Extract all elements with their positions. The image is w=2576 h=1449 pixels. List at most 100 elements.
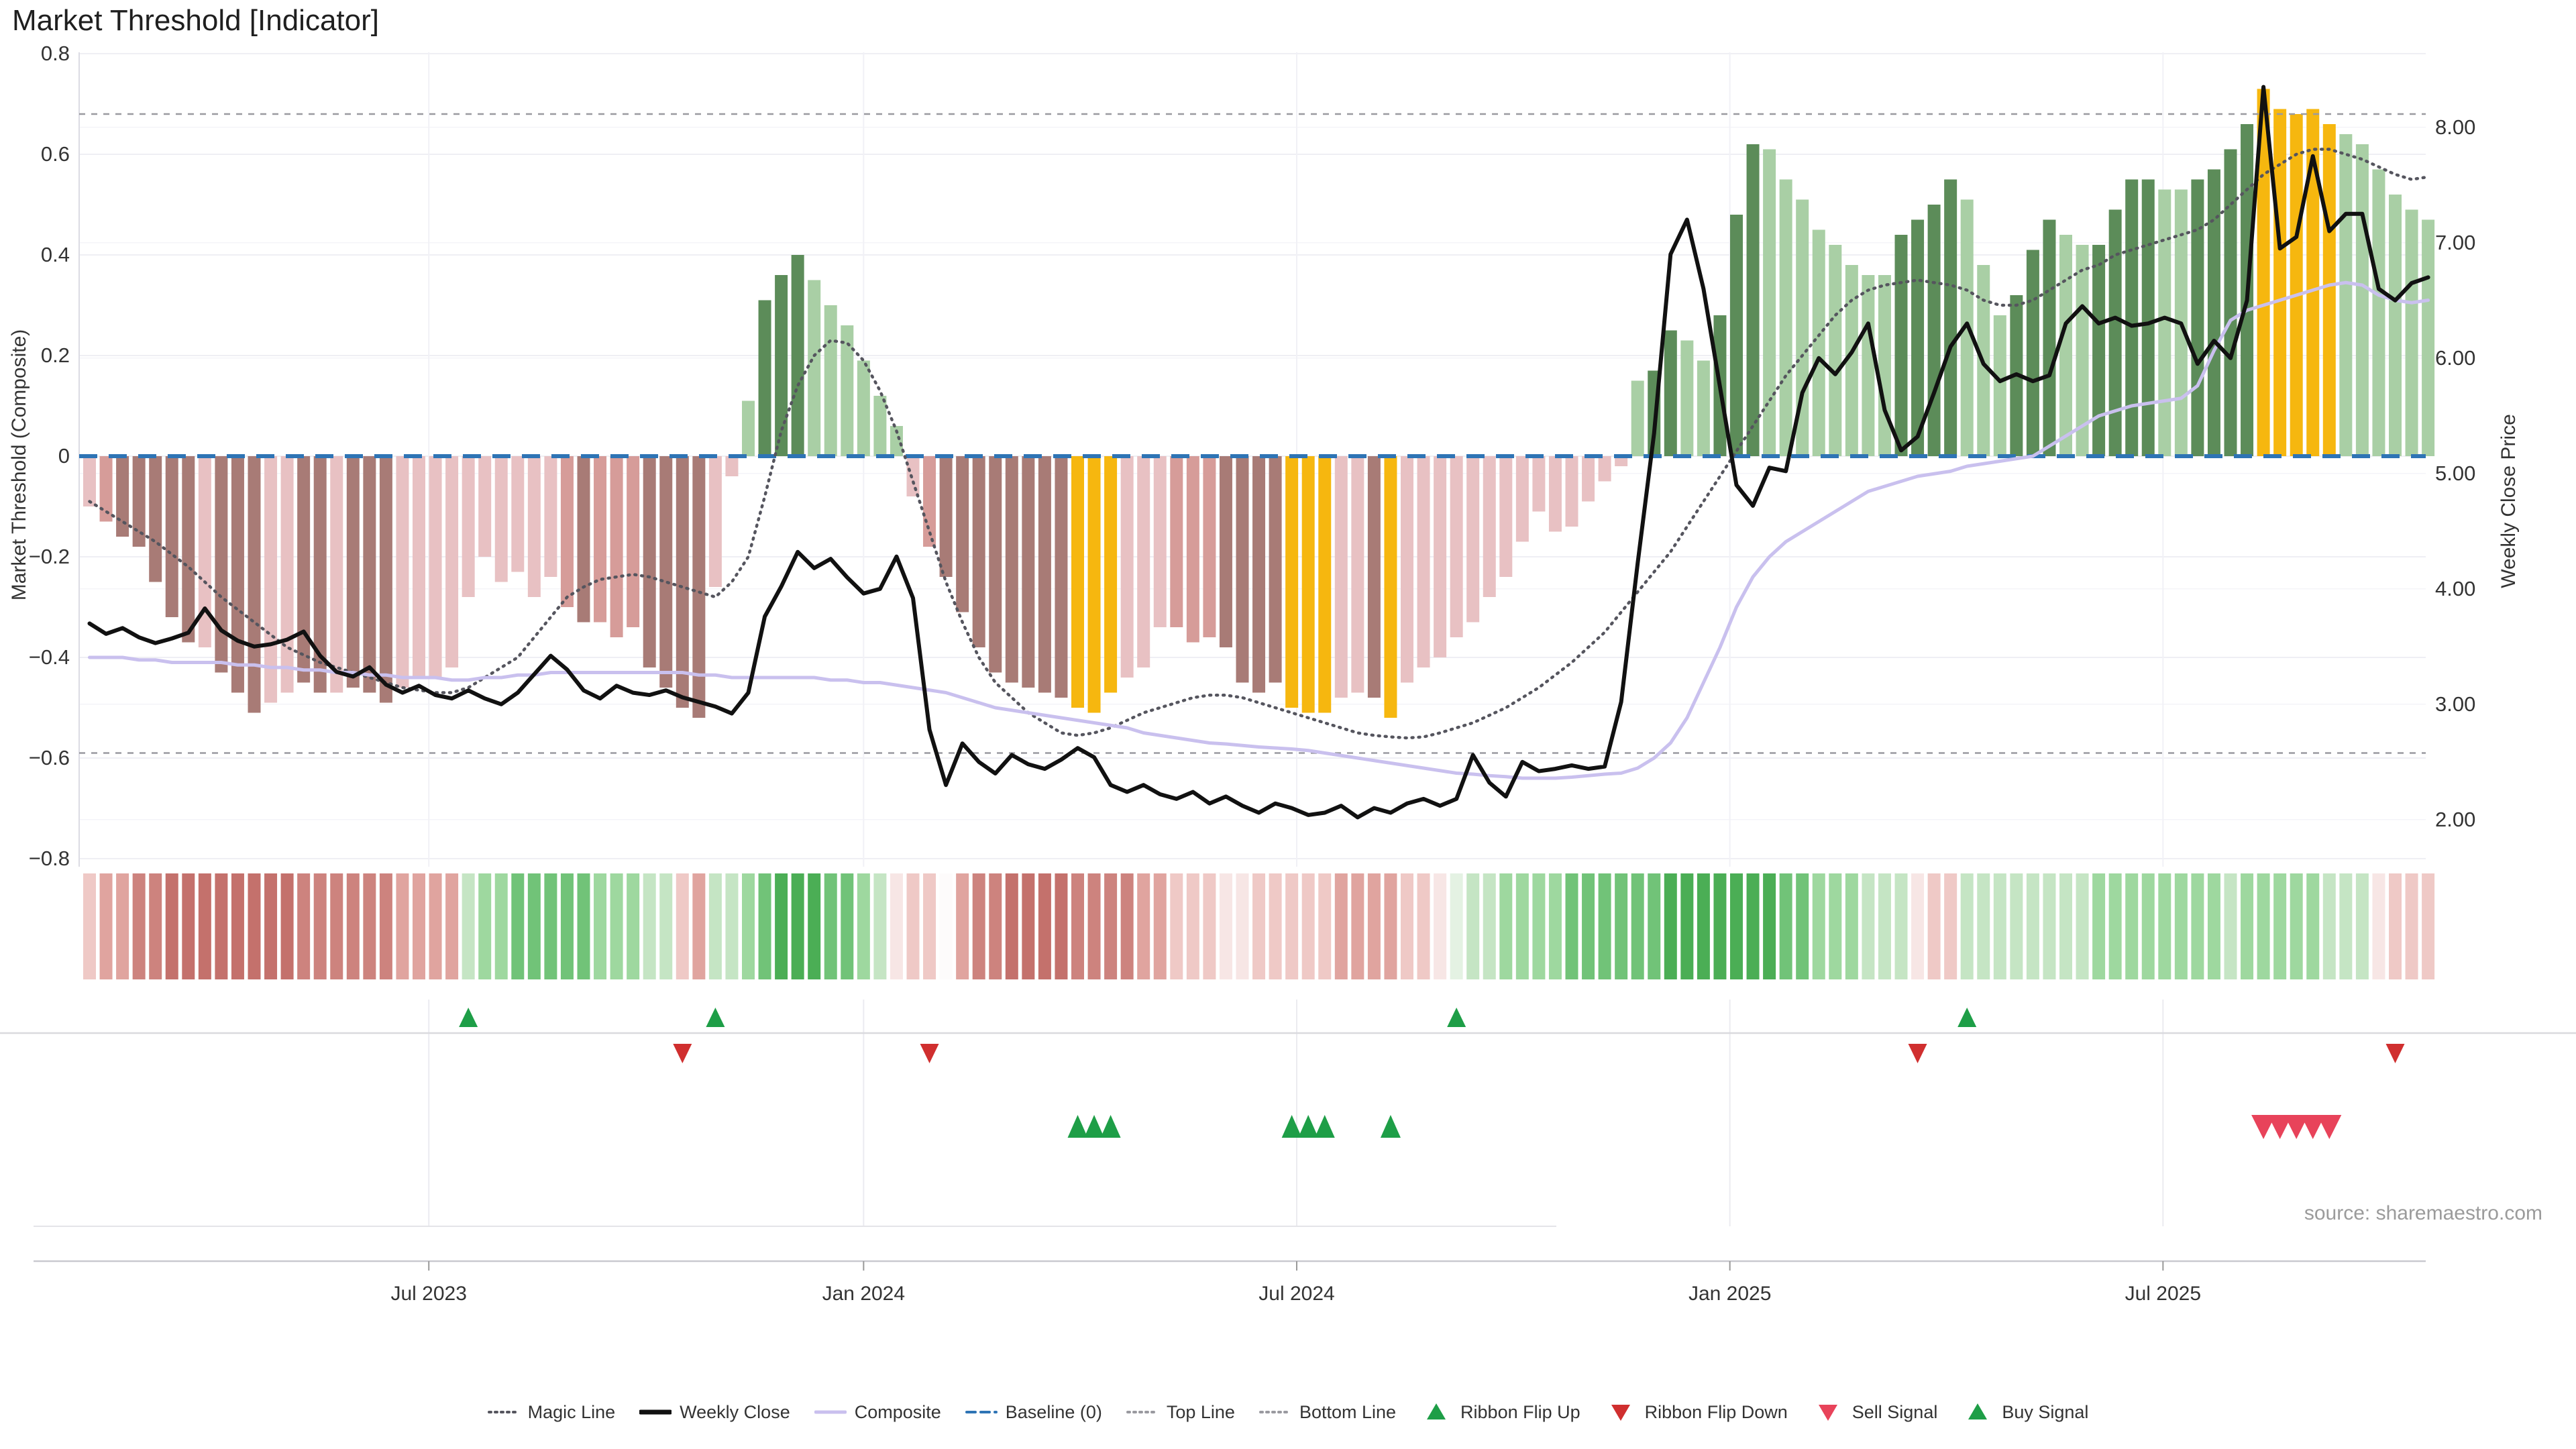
x-tick-label: Jul 2023: [391, 1283, 467, 1305]
ribbon-cell: [676, 873, 689, 979]
threshold-bar: [1203, 456, 1216, 637]
threshold-bar: [494, 456, 508, 582]
ribbon-cell: [1713, 873, 1727, 979]
threshold-bar: [2092, 245, 2106, 456]
ribbon-cell: [610, 873, 623, 979]
left-tick-label: 0.8: [41, 42, 70, 65]
ribbon-cell: [313, 873, 327, 979]
ribbon-cell: [2191, 873, 2204, 979]
ribbon-cell: [2174, 873, 2188, 979]
threshold-bar: [429, 456, 442, 678]
ribbon-cell: [1598, 873, 1611, 979]
chart-legend: Magic Line Weekly Close Composite Baseline …: [0, 1401, 2576, 1424]
legend-marker-triangle-down-icon: [1611, 1405, 1630, 1421]
ribbon-cell: [758, 873, 771, 979]
threshold-bar: [708, 456, 722, 587]
legend-marker-solid-icon: [814, 1410, 847, 1414]
ribbon-cell: [1944, 873, 1957, 979]
x-tick-label: Jul 2024: [1258, 1283, 1334, 1305]
ribbon-cell: [643, 873, 656, 979]
ribbon-cell: [116, 873, 129, 979]
ribbon-cell: [2158, 873, 2171, 979]
threshold-bar: [692, 456, 706, 718]
ribbon-cell: [1499, 873, 1513, 979]
left-tick-label: −0.4: [29, 645, 70, 669]
threshold-bar: [758, 300, 771, 456]
legend-item: Ribbon Flip Down: [1605, 1401, 1788, 1424]
threshold-bar: [1532, 456, 1546, 512]
threshold-bar: [2191, 179, 2204, 456]
page-title: Market Threshold [Indicator]: [12, 4, 379, 37]
ribbon-cell: [527, 873, 541, 979]
ribbon-cell: [544, 873, 557, 979]
threshold-bar: [2141, 179, 2155, 456]
left-tick-label: 0.2: [41, 343, 70, 367]
source-note: source: sharemaestro.com: [2304, 1202, 2542, 1224]
threshold-bar: [1911, 219, 1925, 456]
ribbon-cell: [1384, 873, 1397, 979]
legend-label: Bottom Line: [1299, 1401, 1397, 1422]
weekly-close-line: [87, 85, 2430, 820]
threshold-bar: [198, 456, 211, 647]
threshold-bar: [2043, 219, 2056, 456]
threshold-bar: [1812, 229, 1825, 456]
ribbon-cell: [708, 873, 722, 979]
ribbon-cell: [2273, 873, 2287, 979]
ribbon-cell: [1170, 873, 1183, 979]
ribbon-cell: [841, 873, 854, 979]
ribbon-cell: [478, 873, 492, 979]
ribbon-cell: [1680, 873, 1694, 979]
right-tick-label: 2.00: [2435, 808, 2475, 831]
ribbon-cell: [1071, 873, 1084, 979]
ribbon-cell: [890, 873, 903, 979]
ribbon-cell: [2405, 873, 2418, 979]
ribbon-cell: [939, 873, 953, 979]
ribbon-flip-down-marker: [673, 1044, 692, 1063]
ribbon-cell: [1697, 873, 1710, 979]
threshold-bar: [824, 305, 837, 456]
legend-label: Weekly Close: [680, 1401, 790, 1422]
ribbon-cell: [1746, 873, 1760, 979]
threshold-bar: [313, 456, 327, 693]
threshold-bar: [231, 456, 244, 693]
left-tick-label: −0.8: [29, 847, 70, 870]
right-tick-label: 7.00: [2435, 231, 2475, 254]
right-tick-label: 4.00: [2435, 577, 2475, 600]
x-tick-label: Jul 2025: [2125, 1283, 2201, 1305]
threshold-bar: [1055, 456, 1068, 698]
ribbon-cell: [1763, 873, 1776, 979]
legend-item: Ribbon Flip Up: [1420, 1401, 1580, 1424]
threshold-bar: [1219, 456, 1232, 647]
ribbon-cell: [1203, 873, 1216, 979]
ribbon-cell: [2076, 873, 2089, 979]
threshold-bar: [2389, 195, 2402, 456]
ribbon-cell: [379, 873, 392, 979]
ribbon-cell: [1845, 873, 1858, 979]
threshold-bar: [989, 456, 1002, 673]
threshold-bar: [1137, 456, 1150, 667]
threshold-bar: [1367, 456, 1381, 698]
sell-signal-marker: [2251, 1115, 2276, 1139]
right-tick-label: 5.00: [2435, 462, 2475, 485]
ribbon-cell: [989, 873, 1002, 979]
threshold-bar: [1697, 360, 1710, 456]
threshold-bar: [1483, 456, 1496, 597]
buy-signal-marker: [1067, 1115, 1088, 1138]
threshold-bar: [560, 456, 574, 607]
threshold-bar: [297, 456, 311, 683]
ribbon-cell: [1334, 873, 1348, 979]
legend-item: Composite: [814, 1401, 941, 1424]
threshold-bar: [1022, 456, 1035, 688]
threshold-bar: [1582, 456, 1595, 502]
ribbon-cell: [1087, 873, 1101, 979]
threshold-bar: [1845, 265, 1858, 456]
ribbon-cell: [1615, 873, 1628, 979]
threshold-bar: [939, 456, 953, 577]
threshold-bar: [1318, 456, 1332, 713]
ribbon-cell: [1417, 873, 1430, 979]
threshold-bar: [2076, 245, 2089, 456]
ribbon-flip-down-marker: [1908, 1044, 1927, 1063]
threshold-bar: [396, 456, 409, 688]
threshold-bar: [511, 456, 525, 572]
